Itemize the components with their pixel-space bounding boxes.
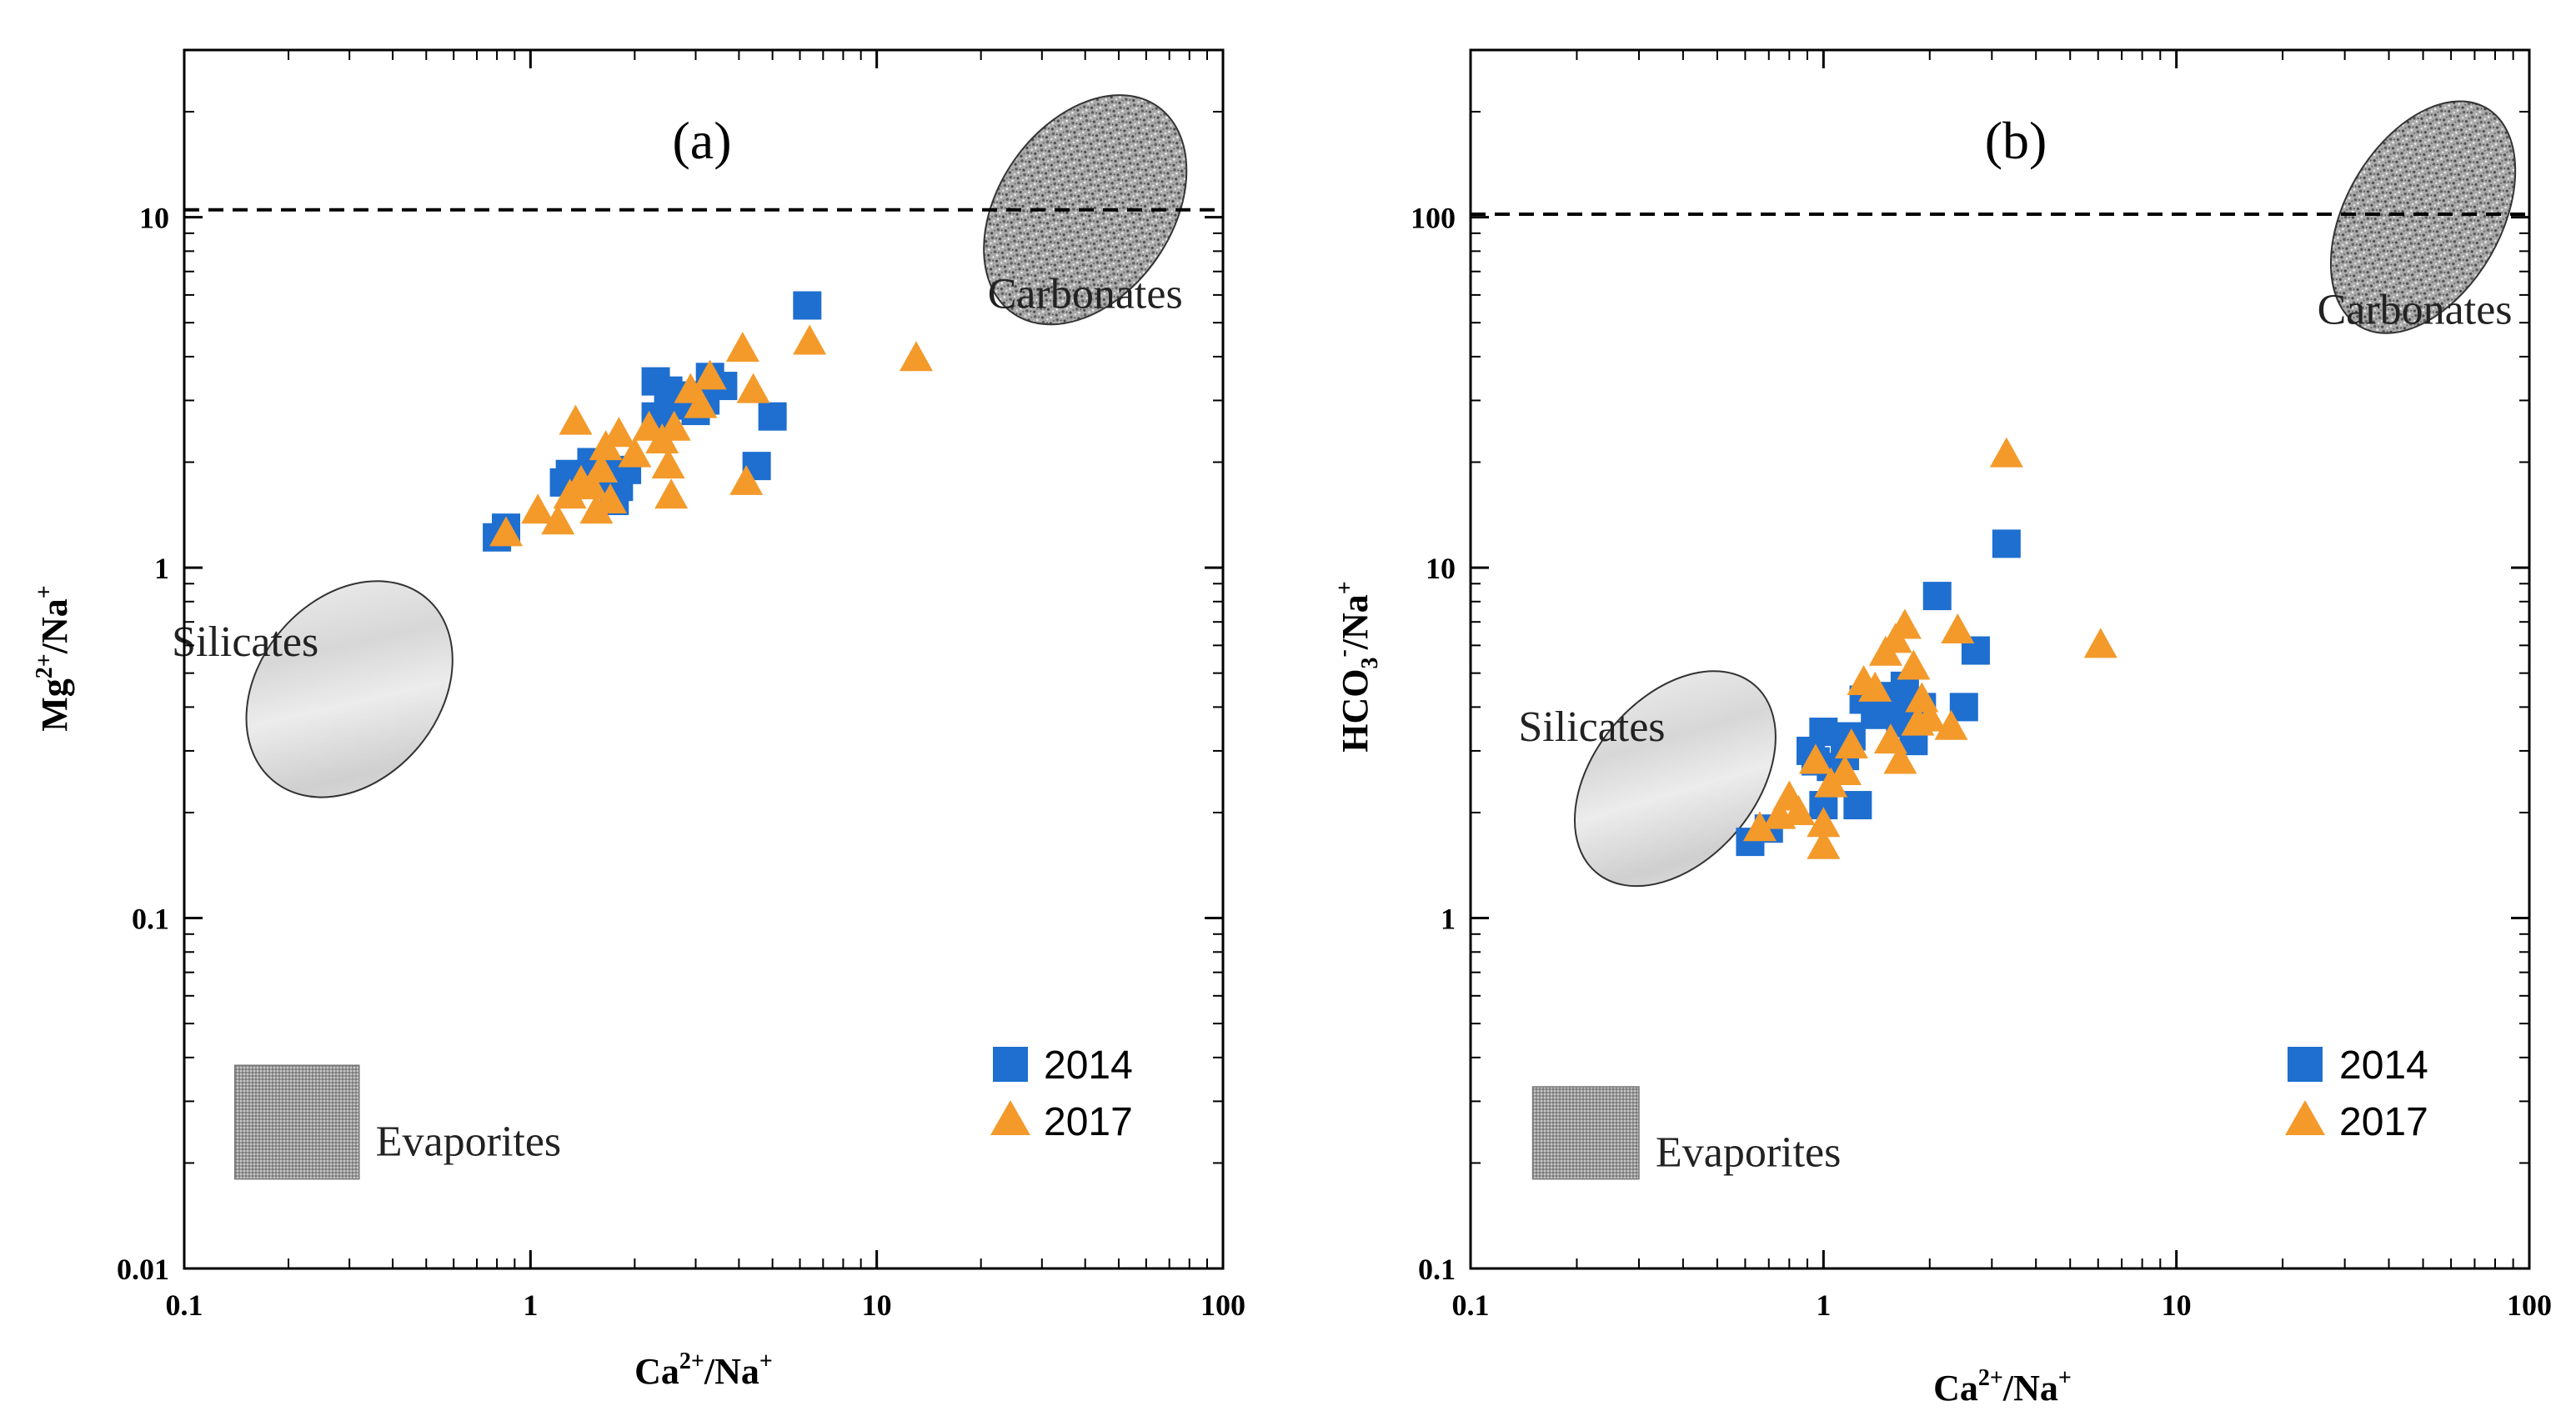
legend: 2014 2017: [990, 1043, 1133, 1144]
point-2017: [1807, 807, 1841, 838]
point-2017: [1782, 794, 1816, 825]
point-2017: [1742, 811, 1777, 842]
point-2017: [1834, 728, 1868, 758]
y-tick-label: 0.1: [1418, 1253, 1456, 1286]
x-axis-title: Ca2+/Na+: [1933, 1365, 2072, 1408]
panel-label: (a): [672, 111, 731, 170]
point-2017: [1897, 649, 1931, 680]
plot-area-b: Carbonates Silicates Evaporites 0.1 1 10 100 0.…: [1411, 48, 2552, 1322]
legend-marker-2017: [2285, 1100, 2325, 1135]
legend-marker-2017: [990, 1100, 1030, 1135]
axes-frame: [183, 48, 1225, 1270]
point-2017: [1883, 743, 1917, 774]
point-2017: [736, 373, 770, 403]
x-tick-label: 10: [2162, 1288, 2192, 1322]
y-axis-title: HCO3-/Na+: [1331, 581, 1383, 753]
point-2017: [693, 359, 727, 390]
data-points: [483, 291, 933, 552]
legend: 2014 2017: [2285, 1043, 2428, 1144]
point-2014: [793, 291, 822, 320]
region-carbonates: [2329, 100, 2517, 334]
region-evaporites: [233, 1064, 360, 1180]
region-evaporites-label: Evaporites: [1656, 1128, 1841, 1176]
point-2017: [1934, 709, 1968, 740]
point-2017: [541, 504, 575, 535]
point-2017: [1828, 755, 1862, 786]
x-tick-label: 1: [1816, 1288, 1831, 1322]
point-2014: [1809, 718, 1838, 747]
x-tick-label: 0.1: [1452, 1288, 1490, 1322]
legend-label-2014: 2014: [1044, 1043, 1133, 1088]
legend-label-2017: 2017: [1044, 1100, 1133, 1144]
x-tick-label: 1: [523, 1288, 538, 1322]
point-2017: [729, 464, 764, 495]
region-evaporites-label: Evaporites: [376, 1118, 561, 1165]
panel-label: (b): [1985, 111, 2047, 170]
y-axis-title: Mg2+/Na+: [32, 585, 75, 731]
point-2017: [574, 469, 609, 500]
y-tick-label: 10: [139, 202, 169, 235]
data-points: [1736, 437, 2117, 859]
point-2017: [489, 516, 524, 547]
point-2017: [1807, 828, 1841, 859]
point-2017: [1873, 723, 1907, 754]
point-2017: [594, 483, 628, 514]
x-tick-label: 10: [862, 1288, 892, 1322]
point-2017: [2083, 628, 2117, 658]
region-carbonates-label: Carbonates: [2318, 287, 2513, 334]
point-2017: [899, 341, 933, 372]
y-tick-label: 1: [1441, 903, 1456, 936]
region-silicates: [245, 580, 454, 798]
point-2017: [1941, 613, 1975, 643]
region-evaporites: [1531, 1086, 1640, 1180]
y-tick-label: 100: [1411, 202, 1456, 235]
point-2017: [584, 452, 619, 483]
point-2017: [651, 448, 685, 479]
point-2017: [559, 404, 593, 435]
x-axis-title: Ca2+/Na+: [634, 1348, 773, 1392]
point-2014: [1922, 582, 1952, 611]
point-2017: [657, 410, 691, 441]
legend-label-2014: 2014: [2339, 1043, 2428, 1088]
y-tick-label: 0.01: [117, 1253, 169, 1286]
y-tick-label: 1: [154, 552, 169, 585]
y-tick-label: 10: [1426, 552, 1456, 585]
legend-marker-2014: [993, 1047, 1028, 1082]
point-2017: [684, 388, 718, 418]
x-tick-label: 100: [1200, 1288, 1245, 1322]
axes-frame: [1469, 48, 2531, 1270]
point-2014: [1843, 791, 1872, 820]
point-2017: [1989, 437, 2023, 468]
point-2017: [521, 493, 555, 524]
region-silicates-label: Silicates: [1518, 703, 1665, 751]
point-2017: [793, 324, 827, 355]
panel-a: Carbonates Silicates Evaporites 0.1 1 10 100 0.…: [32, 48, 1245, 1392]
point-2014: [758, 402, 787, 431]
x-tick-label: 0.1: [166, 1288, 203, 1322]
point-2017: [725, 332, 759, 363]
minor-ticks: [1471, 50, 2529, 1268]
point-2017: [1858, 671, 1892, 702]
panel-b: Carbonates Silicates Evaporites 0.1 1 10 100 0.…: [1331, 48, 2552, 1408]
region-carbonates-label: Carbonates: [988, 271, 1183, 318]
minor-ticks: [184, 50, 1223, 1268]
point-2017: [1798, 743, 1832, 774]
point-2017: [654, 478, 689, 509]
legend-label-2017: 2017: [2339, 1100, 2428, 1144]
plot-area-a: Carbonates Silicates Evaporites 0.1 1 10 100 0.…: [117, 48, 1245, 1322]
region-silicates-label: Silicates: [172, 618, 318, 666]
legend-marker-2014: [2288, 1047, 2323, 1082]
region-silicates: [1573, 670, 1777, 888]
x-tick-label: 100: [2507, 1288, 2552, 1322]
point-2017: [1887, 608, 1922, 639]
point-2017: [618, 437, 652, 468]
point-2017: [602, 417, 636, 448]
point-2014: [1992, 529, 2021, 558]
y-tick-label: 0.1: [132, 903, 169, 936]
point-2017: [1912, 701, 1947, 732]
